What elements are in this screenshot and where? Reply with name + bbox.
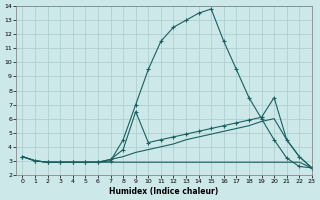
X-axis label: Humidex (Indice chaleur): Humidex (Indice chaleur): [109, 187, 219, 196]
